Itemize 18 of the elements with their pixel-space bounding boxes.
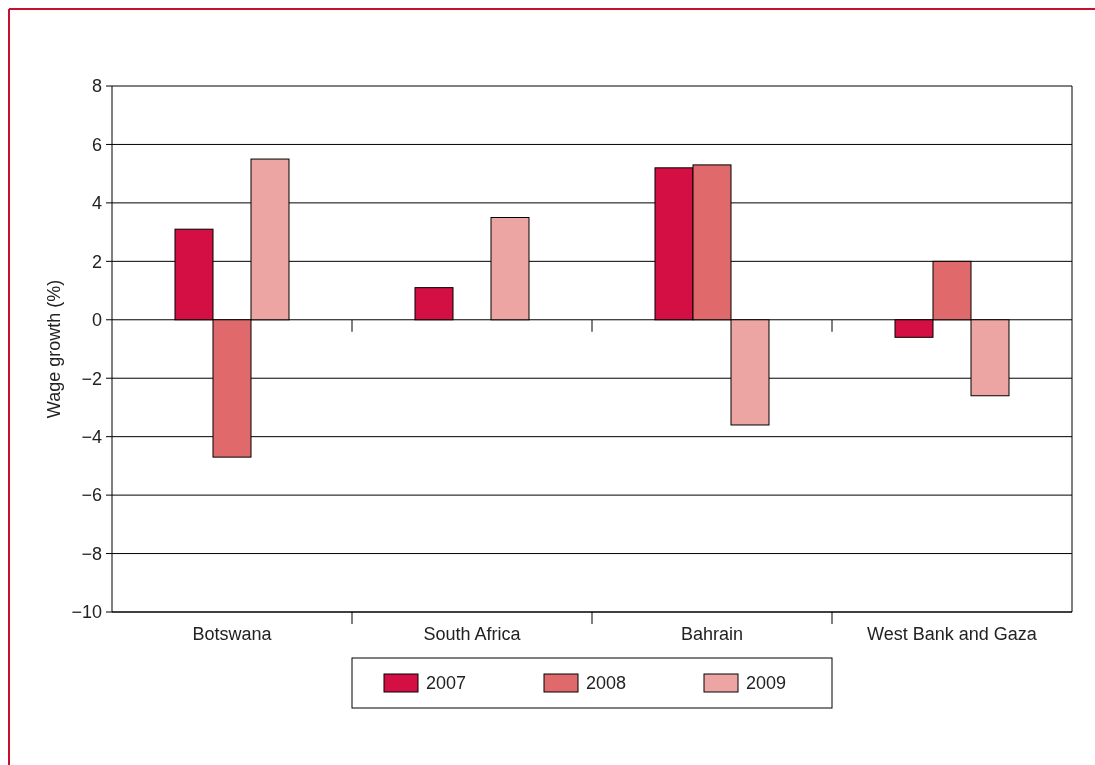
legend-label: 2007 — [426, 673, 467, 693]
y-tick-label: 8 — [91, 76, 102, 97]
x-tick-label: South Africa — [423, 624, 522, 644]
y-tick-label: −4 — [81, 426, 102, 447]
y-tick-label: 4 — [91, 193, 102, 214]
y-tick-label: 0 — [91, 310, 102, 331]
y-axis-title: Wage growth (%) — [44, 279, 64, 419]
x-tick-label: Botswana — [192, 624, 273, 644]
y-tick-label: 6 — [91, 134, 102, 155]
legend-label: 2009 — [746, 673, 787, 693]
x-tick-label: West Bank and Gaza — [867, 624, 1038, 644]
y-tick-label: −2 — [81, 368, 102, 389]
legend-label: 2008 — [586, 673, 627, 693]
x-tick-label: Bahrain — [680, 624, 744, 644]
y-tick-label: −6 — [81, 485, 102, 506]
y-tick-label: 2 — [91, 251, 102, 272]
y-tick-label: −10 — [71, 602, 102, 623]
y-tick-label: −8 — [81, 543, 102, 564]
